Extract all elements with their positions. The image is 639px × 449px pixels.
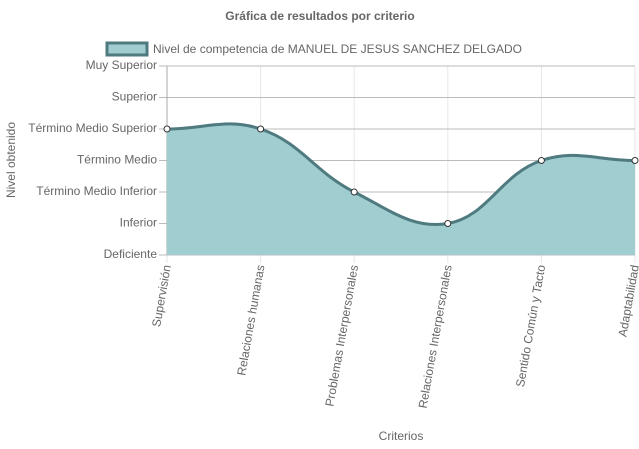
point [537, 157, 545, 164]
y-tick-label: Término Medio Inferior [36, 184, 157, 198]
x-tick-label: Supervisión [149, 264, 174, 328]
point [350, 188, 358, 196]
x-tick-label: Adaptabilidad [615, 264, 639, 338]
point [257, 125, 265, 133]
y-tick-label: Término Medio Superior [28, 121, 157, 135]
x-tick-label: Sentido Común y Tacto [513, 263, 548, 388]
y-axis-title: Nivel obtenido [4, 122, 18, 198]
point [444, 220, 452, 227]
x-tick-label: Problemas Interpersonales [322, 264, 361, 408]
x-tick-label: Relaciones Interpersonales [416, 264, 455, 410]
y-tick-label: Superior [112, 90, 157, 104]
y-tick-label: Inferior [120, 216, 157, 230]
legend-label: Nivel de competencia de MANUEL DE JESUS … [153, 42, 522, 56]
x-axis-title: Criterios [379, 429, 424, 443]
legend-swatch [105, 41, 149, 57]
y-tick-label: Término Medio [77, 153, 157, 167]
y-tick-label: Deficiente [104, 247, 158, 261]
area [167, 123, 635, 255]
x-tick-label: Relaciones humanas [234, 264, 267, 377]
point [631, 157, 639, 164]
chart-title: Gráfica de resultados por criterio [225, 9, 414, 23]
point [163, 125, 171, 133]
y-tick-label: Muy Superior [86, 58, 157, 72]
